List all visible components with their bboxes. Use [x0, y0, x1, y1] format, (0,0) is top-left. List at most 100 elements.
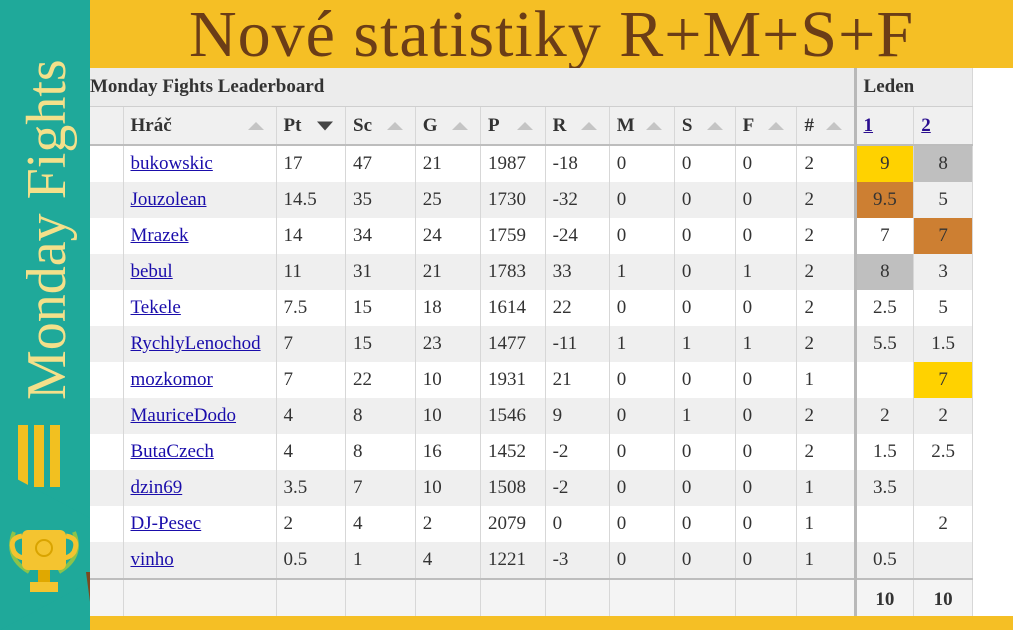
- cell-r: -2: [545, 470, 610, 506]
- player-link[interactable]: ButaCzech: [130, 441, 214, 462]
- cell-s: 0: [674, 145, 736, 182]
- cell-sc: 7: [345, 470, 416, 506]
- cell-s: 0: [674, 470, 736, 506]
- round-link[interactable]: 2: [921, 114, 931, 136]
- cell-pt: 2: [276, 506, 347, 542]
- totals-cell-empty: [796, 578, 856, 616]
- column-header-sc[interactable]: Sc: [345, 106, 416, 146]
- round-link[interactable]: 1: [863, 114, 874, 136]
- cell-g: 10: [415, 398, 481, 434]
- cell-p: 2079: [480, 506, 546, 542]
- cell-r: -11: [545, 326, 610, 362]
- rank-cell: [90, 470, 124, 506]
- hamburger-icon[interactable]: [18, 425, 66, 492]
- cell-m: 1: [609, 254, 675, 290]
- round-1-score: 2.5: [853, 290, 915, 326]
- cell-p: 1221: [480, 542, 546, 579]
- player-cell: bebul: [123, 254, 277, 290]
- cell-n: 1: [796, 362, 856, 398]
- cell-r: 21: [545, 362, 610, 398]
- column-header-pt[interactable]: Pt: [276, 106, 347, 146]
- table-row: Tekele 7.5 15 18 1614 22 0 0 0 2 2.5 5: [90, 290, 973, 326]
- trophy-icon: [4, 512, 90, 617]
- cell-f: 0: [735, 470, 798, 506]
- round-header-1[interactable]: 1: [853, 106, 915, 146]
- player-cell: DJ-Pesec: [123, 506, 277, 542]
- player-link[interactable]: Mrazek: [130, 225, 189, 246]
- column-header-p[interactable]: P: [480, 106, 546, 146]
- cell-pt: 4: [276, 398, 347, 434]
- player-link[interactable]: vinho: [130, 549, 174, 570]
- cell-p: 1477: [480, 326, 546, 362]
- column-header-g[interactable]: G: [415, 106, 481, 146]
- round-1-score: 9.5: [853, 182, 915, 218]
- round-1-score: [853, 362, 915, 398]
- cell-f: 0: [735, 362, 798, 398]
- column-header-f[interactable]: F: [735, 106, 798, 146]
- player-link[interactable]: bukowskic: [130, 153, 213, 174]
- sort-icon: [825, 121, 842, 130]
- round-1-score: 8: [853, 254, 915, 290]
- page-title: Nové statistiky R+M+S+F: [188, 0, 915, 68]
- rank-cell: [90, 362, 124, 398]
- cell-g: 24: [415, 218, 481, 254]
- player-link[interactable]: DJ-Pesec: [130, 513, 202, 534]
- player-cell: Mrazek: [123, 218, 277, 254]
- sort-icon: [768, 121, 785, 130]
- cell-pt: 14: [276, 218, 347, 254]
- rank-cell: [90, 434, 124, 470]
- cell-pt: 14.5: [276, 182, 347, 218]
- cell-pt: 0.5: [276, 542, 347, 579]
- cell-n: 2: [796, 326, 856, 362]
- sidebar-title: Monday Fights: [16, 59, 78, 400]
- cell-sc: 8: [345, 398, 416, 434]
- cell-g: 4: [415, 542, 481, 579]
- player-link[interactable]: MauriceDodo: [130, 405, 237, 426]
- cell-sc: 15: [345, 290, 416, 326]
- column-header-n[interactable]: #: [796, 106, 856, 146]
- player-link[interactable]: Tekele: [130, 297, 181, 318]
- cell-m: 1: [609, 326, 675, 362]
- cell-sc: 31: [345, 254, 416, 290]
- table-row: Jouzolean 14.5 35 25 1730 -32 0 0 0 2 9.5 5: [90, 182, 973, 218]
- rank-cell: [90, 218, 124, 254]
- column-header-player[interactable]: Hráč: [123, 106, 277, 146]
- rank-cell: [90, 506, 124, 542]
- column-header-m[interactable]: M: [609, 106, 675, 146]
- totals-cell-empty: [276, 578, 347, 616]
- cell-p: 1730: [480, 182, 546, 218]
- cell-pt: 7: [276, 362, 347, 398]
- player-cell: RychlyLenochod: [123, 326, 277, 362]
- player-cell: dzin69: [123, 470, 277, 506]
- totals-cell-empty: [123, 578, 277, 616]
- player-link[interactable]: RychlyLenochod: [130, 333, 261, 354]
- round-1-score: 0.5: [853, 542, 915, 579]
- player-link[interactable]: mozkomor: [130, 369, 213, 390]
- rank-column-header: [90, 106, 124, 146]
- cell-n: 2: [796, 218, 856, 254]
- cell-s: 0: [674, 506, 736, 542]
- cell-r: 9: [545, 398, 610, 434]
- leaderboard-table: Monday Fights Leaderboard Leden Hráč Pt Sc…: [90, 68, 974, 616]
- player-link[interactable]: Jouzolean: [130, 189, 207, 210]
- sort-icon: [706, 121, 723, 130]
- column-header-s[interactable]: S: [674, 106, 736, 146]
- player-link[interactable]: dzin69: [130, 477, 183, 498]
- cell-m: 0: [609, 362, 675, 398]
- cell-s: 0: [674, 362, 736, 398]
- player-link[interactable]: bebul: [130, 261, 173, 282]
- column-header-r[interactable]: R: [545, 106, 610, 146]
- month-group-header: Leden: [853, 68, 974, 107]
- sort-icon: [580, 121, 597, 130]
- column-header-label: R: [552, 114, 567, 136]
- totals-cell-empty: [90, 578, 124, 616]
- cell-r: -18: [545, 145, 610, 182]
- player-cell: ButaCzech: [123, 434, 277, 470]
- table-row: RychlyLenochod 7 15 23 1477 -11 1 1 1 2 5.5 1.5: [90, 326, 973, 362]
- round-header-2[interactable]: 2: [913, 106, 973, 146]
- cell-sc: 47: [345, 145, 416, 182]
- column-header-label: Hráč: [130, 114, 172, 136]
- totals-cell-empty: [674, 578, 736, 616]
- table-row: bebul 11 31 21 1783 33 1 0 1 2 8 3: [90, 254, 973, 290]
- column-header-label: S: [681, 114, 693, 136]
